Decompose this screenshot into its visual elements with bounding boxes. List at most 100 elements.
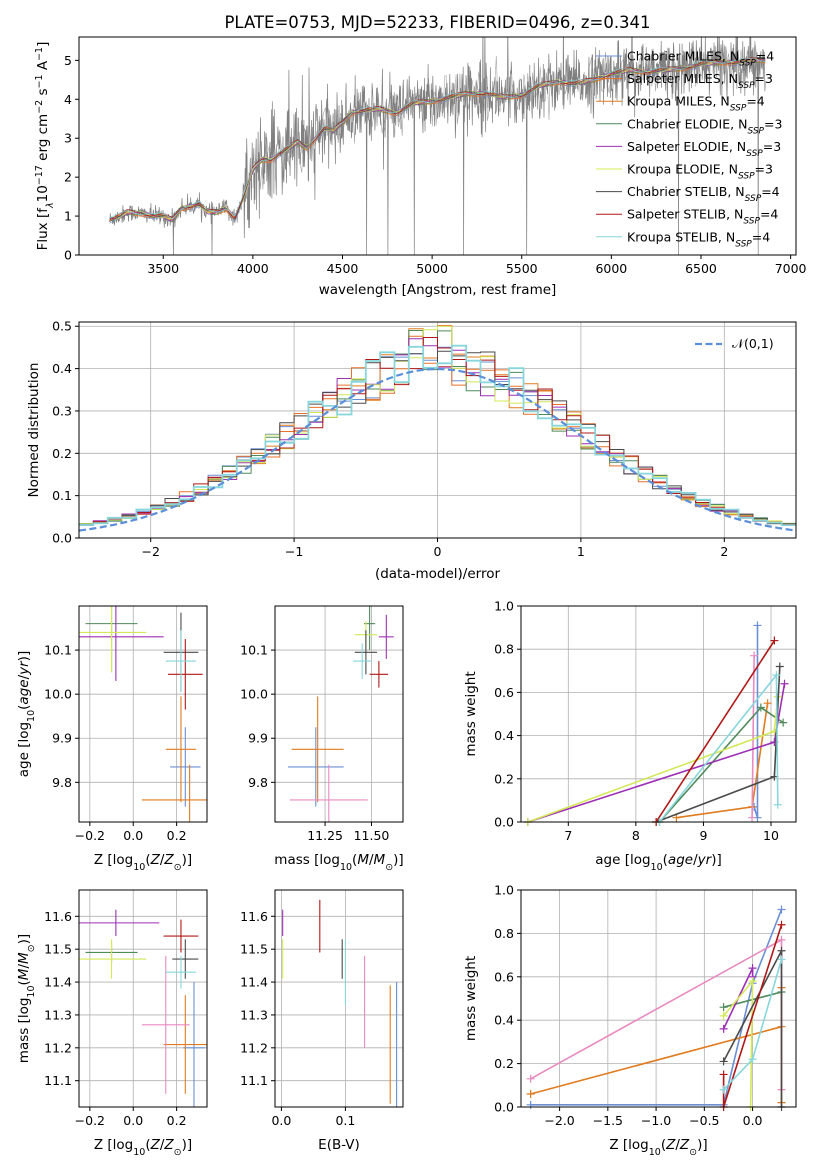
x-tick-label: 9 xyxy=(699,828,707,843)
legend-label: Salpeter ELODIE, NSSP=3 xyxy=(627,139,781,159)
y-tick-label: 11.2 xyxy=(240,1040,268,1055)
x-tick-label: 5500 xyxy=(506,261,538,276)
y-tick-label: 1 xyxy=(64,209,72,224)
plus-marker xyxy=(748,977,757,986)
y-tick-label: 0.0 xyxy=(494,1100,514,1115)
y-tick-label: 0.2 xyxy=(52,446,72,461)
plus-marker xyxy=(779,718,788,727)
mass-z-ylabel: mass [log10(M/M⊙)] xyxy=(16,934,37,1063)
x-tick-label: 0.2 xyxy=(167,828,187,843)
mass_weight_vs_Z-frame xyxy=(520,889,797,1108)
x-tick-label: 7000 xyxy=(775,261,807,276)
y-tick-label: 0 xyxy=(64,248,72,263)
x-tick-label: −2 xyxy=(141,544,159,559)
legend-label: Chabrier MILES, NSSP=4 xyxy=(627,49,774,69)
normal-curve-line xyxy=(79,367,794,532)
x-tick-label: −2.0 xyxy=(544,1113,574,1128)
plus-marker xyxy=(719,1070,728,1079)
plus-marker xyxy=(772,671,781,680)
plus-marker xyxy=(719,1003,728,1012)
mw-age-xlabel: age [log10(age/yr)] xyxy=(595,852,721,873)
residual-ylabel: Normed distribution xyxy=(26,363,42,498)
y-tick-label: 11.3 xyxy=(240,1007,268,1022)
plus-marker xyxy=(748,1055,757,1064)
plus-marker xyxy=(777,946,786,955)
spectrum-xlabel: wavelength [Angstrom, rest frame] xyxy=(319,282,557,298)
y-tick-label: 11.4 xyxy=(240,975,268,990)
y-tick-label: 9.9 xyxy=(248,731,268,746)
plus-marker xyxy=(753,621,762,630)
mass-weight-line xyxy=(655,640,776,822)
model-spectrum-line xyxy=(109,58,766,222)
data-spectrum-line xyxy=(109,37,766,255)
y-tick-label: 11.5 xyxy=(44,942,72,957)
mass-weight-line xyxy=(751,655,755,818)
y-tick-label: 0.0 xyxy=(494,815,514,830)
y-tick-label: 9.9 xyxy=(52,731,72,746)
x-tick-label: 4500 xyxy=(327,261,359,276)
y-tick-label: 0.8 xyxy=(494,642,514,657)
spectrum-ylabel: Flux [fλ10−17 erg cm−2 s−1 A−1] xyxy=(34,42,56,251)
mass_weight_vs_Z-axes xyxy=(517,889,796,1111)
age_vs_Z-axes xyxy=(75,606,207,826)
mass-ebv-xlabel: E(B-V) xyxy=(318,1137,360,1153)
plus-marker xyxy=(526,1089,535,1098)
legend-label: Chabrier STELIB, NSSP=4 xyxy=(627,184,780,204)
residual-histogram-step xyxy=(79,337,796,526)
plus-marker xyxy=(777,905,786,914)
y-tick-label: 0.8 xyxy=(494,926,514,941)
plus-marker xyxy=(719,1057,728,1066)
mass-weight-line xyxy=(527,696,779,822)
plus-marker xyxy=(775,662,784,671)
plus-marker xyxy=(777,920,786,929)
mass-weight-line xyxy=(530,909,783,1106)
y-tick-label: 10.0 xyxy=(44,687,72,702)
mass-z-xlabel: Z [log10(Z/Z⊙)] xyxy=(94,1137,192,1158)
x-tick-label: 0.0 xyxy=(123,1113,143,1128)
mass_weight_vs_age-frame xyxy=(520,605,797,823)
mass_vs_ebv-axes xyxy=(271,890,403,1111)
plus-marker xyxy=(719,1085,728,1094)
y-tick-label: 0.5 xyxy=(52,319,72,334)
y-tick-label: 1.0 xyxy=(494,599,514,614)
x-tick-label: 0.2 xyxy=(167,1113,187,1128)
mass-weight-line xyxy=(527,683,786,822)
age_vs_Z-frame xyxy=(78,605,208,823)
mass-weight-line xyxy=(722,924,783,1107)
y-tick-label: 11.1 xyxy=(44,1073,72,1088)
spectrum-frame xyxy=(78,36,797,256)
y-tick-label: 11.2 xyxy=(44,1040,72,1055)
y-tick-label: 10.1 xyxy=(44,643,72,658)
y-tick-label: 0.2 xyxy=(494,1056,514,1071)
model-spectrum-line xyxy=(109,57,766,220)
age-z-xlabel: Z [log10(Z/Z⊙)] xyxy=(94,852,192,873)
y-tick-label: 9.8 xyxy=(52,775,72,790)
mw-z-xlabel: Z [log10(Z/Z⊙)] xyxy=(609,1137,707,1158)
legend-label: Kroupa STELIB, NSSP=4 xyxy=(627,229,770,249)
legend-label: Chabrier ELODIE, NSSP=3 xyxy=(627,116,782,136)
x-tick-label: −1 xyxy=(285,544,303,559)
y-tick-label: 11.3 xyxy=(44,1007,72,1022)
x-tick-label: 1 xyxy=(577,544,585,559)
x-tick-label: 0 xyxy=(434,544,442,559)
x-tick-label: 2 xyxy=(720,544,728,559)
residuals-axes xyxy=(75,322,796,542)
y-tick-label: 0.6 xyxy=(494,685,514,700)
x-tick-label: −0.5 xyxy=(689,1113,719,1128)
plus-marker xyxy=(763,699,772,708)
mass_weight_vs_age-axes xyxy=(517,605,796,826)
legend-label: Salpeter MILES, NSSP=3 xyxy=(627,71,773,91)
x-tick-label: 11.50 xyxy=(354,828,390,843)
x-tick-label: 0.0 xyxy=(743,1113,763,1128)
plus-marker xyxy=(719,1011,728,1020)
age_vs_mass-frame xyxy=(274,605,404,823)
x-tick-label: 0.1 xyxy=(335,1113,355,1128)
plus-marker xyxy=(719,1024,728,1033)
x-tick-label: 4000 xyxy=(237,261,269,276)
y-tick-label: 11.5 xyxy=(240,942,268,957)
y-tick-label: 0.4 xyxy=(52,361,72,376)
age_vs_mass-axes xyxy=(271,606,403,826)
x-tick-label: −0.2 xyxy=(75,828,105,843)
residual-frame xyxy=(78,321,797,539)
y-tick-label: 0.0 xyxy=(52,531,72,546)
